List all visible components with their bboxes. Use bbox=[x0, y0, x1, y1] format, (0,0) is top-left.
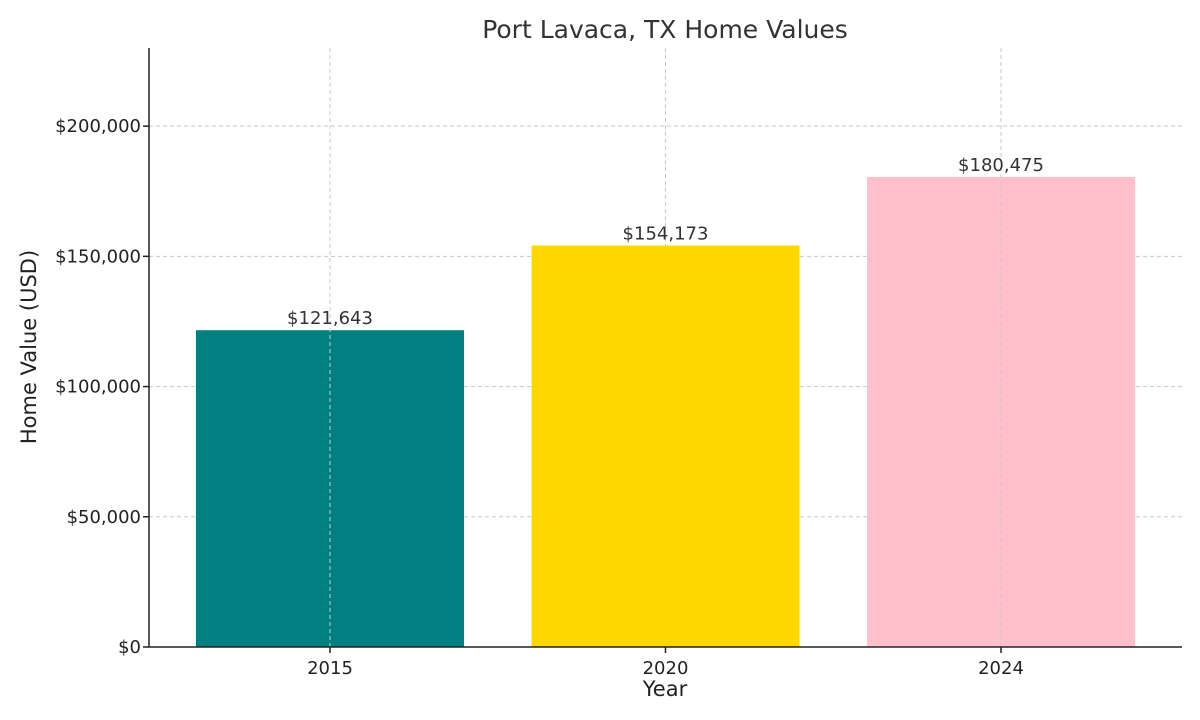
y-tick-label: $200,000 bbox=[55, 116, 141, 137]
bars bbox=[196, 176, 1135, 647]
bar-2020 bbox=[531, 245, 800, 647]
y-tick-label: $0 bbox=[118, 637, 141, 658]
y-axis-ticks: $0 $50,000 $100,000 $150,000 $200,000 bbox=[55, 116, 149, 658]
x-gridlines bbox=[329, 48, 1002, 647]
value-label-2024: $180,475 bbox=[958, 155, 1044, 176]
y-tick-label: $150,000 bbox=[55, 246, 141, 267]
x-axis-label: Year bbox=[642, 677, 688, 701]
y-tick-label: $50,000 bbox=[67, 507, 141, 528]
x-tick-label-2024: 2024 bbox=[978, 658, 1024, 679]
y-axis-label: Home Value (USD) bbox=[17, 250, 41, 444]
bar-value-labels: $121,643 $154,173 $180,475 bbox=[287, 155, 1044, 329]
chart-title: Port Lavaca, TX Home Values bbox=[482, 15, 848, 44]
x-axis-ticks: 2015 2020 2024 bbox=[307, 647, 1024, 679]
value-label-2020: $154,173 bbox=[623, 223, 709, 244]
x-tick-label-2015: 2015 bbox=[307, 658, 353, 679]
y-tick-label: $100,000 bbox=[55, 377, 141, 398]
value-label-2015: $121,643 bbox=[287, 308, 373, 329]
x-tick-label-2020: 2020 bbox=[643, 658, 689, 679]
